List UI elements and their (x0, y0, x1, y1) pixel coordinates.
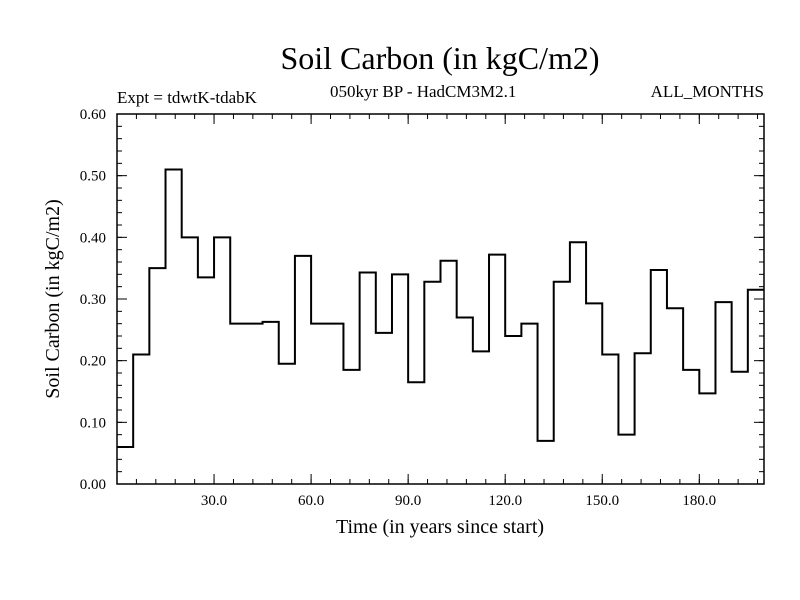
series-line (117, 168, 764, 448)
y-tick-labels: 0.00 0.10 0.20 0.30 0.40 0.50 0.60 (80, 107, 106, 493)
x-tick-label: 30.0 (201, 493, 227, 509)
y-tick-label: 0.40 (80, 230, 106, 246)
chart-subtitle: 050kyr BP - HadCM3M2.1 (330, 82, 517, 101)
y-tick-label: 0.10 (80, 415, 106, 431)
x-axis-title: Time (in years since start) (336, 516, 544, 538)
x-tick-label: 120.0 (488, 493, 522, 509)
x-tick-label: 90.0 (395, 493, 421, 509)
x-tick-label: 180.0 (682, 493, 716, 509)
period-label: ALL_MONTHS (650, 82, 764, 101)
y-tick-label: 0.60 (80, 107, 106, 123)
y-tick-label: 0.00 (80, 477, 106, 493)
chart-title: Soil Carbon (in kgC/m2) (280, 40, 600, 76)
y-tick-label: 0.50 (80, 169, 106, 185)
experiment-label: Expt = tdwtK-tdabK (117, 88, 257, 107)
axis-ticks (116, 113, 764, 485)
y-axis-title: Soil Carbon (in kgC/m2) (42, 199, 64, 398)
y-tick-label: 0.30 (80, 292, 106, 308)
y-tick-label: 0.20 (80, 354, 106, 370)
x-tick-label: 150.0 (585, 493, 619, 509)
x-tick-labels: 30.0 60.0 90.0 120.0 150.0 180.0 (201, 493, 716, 509)
x-tick-label: 60.0 (298, 493, 324, 509)
